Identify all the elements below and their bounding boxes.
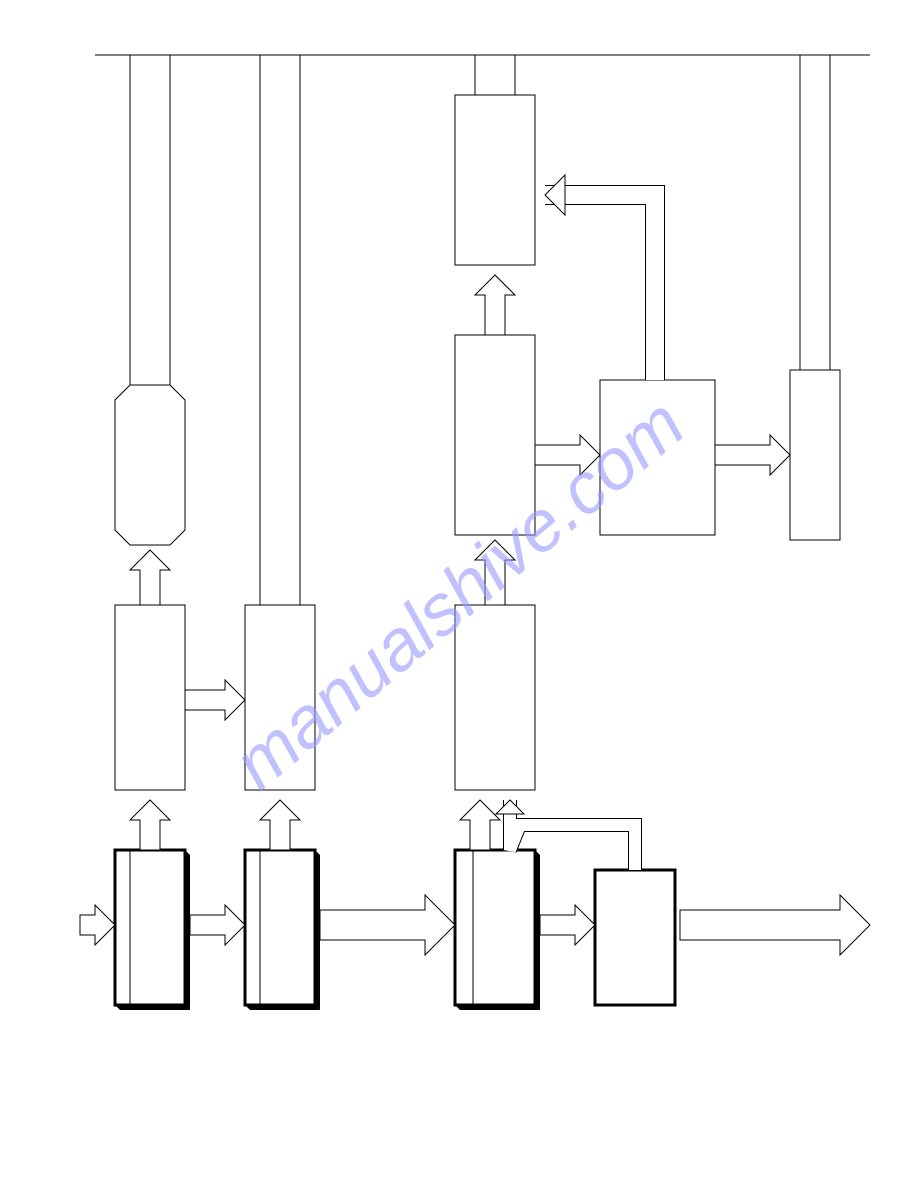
flowchart-diagram xyxy=(0,0,918,1188)
